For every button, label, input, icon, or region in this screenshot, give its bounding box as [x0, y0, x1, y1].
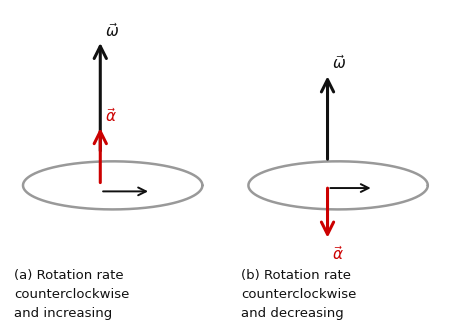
Text: $\vec{\omega}$: $\vec{\omega}$	[105, 22, 119, 40]
Text: (b) Rotation rate
counterclockwise
and decreasing: (b) Rotation rate counterclockwise and d…	[241, 269, 356, 320]
Text: (a) Rotation rate
counterclockwise
and increasing: (a) Rotation rate counterclockwise and i…	[14, 269, 129, 320]
Text: $\vec{\alpha}$: $\vec{\alpha}$	[105, 107, 117, 125]
Text: $\vec{\alpha}$: $\vec{\alpha}$	[331, 245, 343, 264]
Text: $\vec{\omega}$: $\vec{\omega}$	[331, 54, 346, 72]
